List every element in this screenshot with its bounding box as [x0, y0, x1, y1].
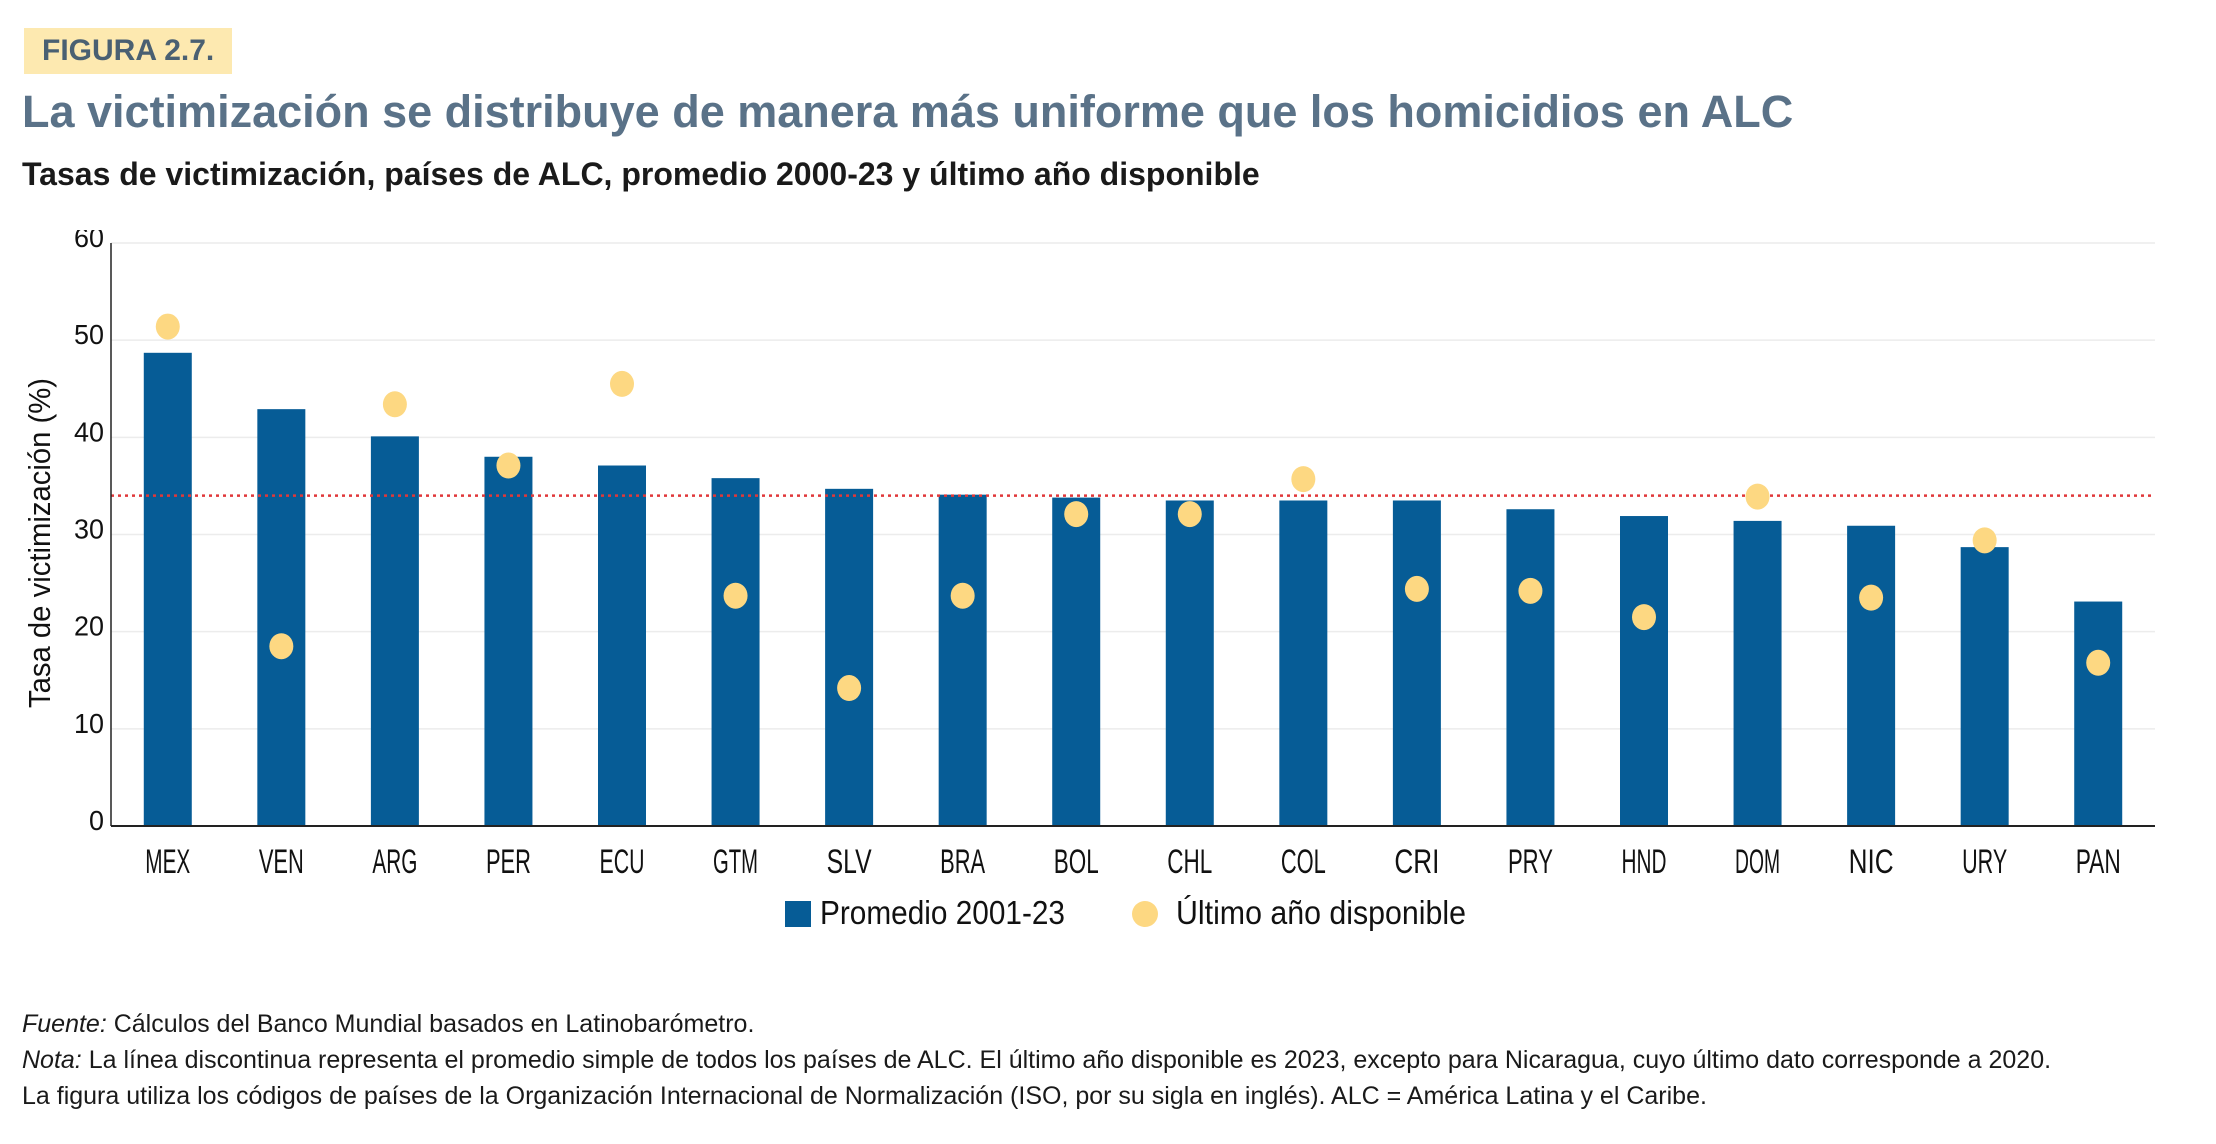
x-tick-label: DOM: [1735, 843, 1780, 881]
x-tick-label: URY: [1962, 843, 2007, 881]
x-tick-label: COL: [1281, 843, 1326, 881]
dot-hnd: [1632, 604, 1656, 631]
source-note: Fuente: Cálculos del Banco Mundial basad…: [22, 1006, 2051, 1042]
x-tick-label: SLV: [827, 843, 872, 881]
x-tick-label: PAN: [2076, 843, 2121, 881]
dot-pry: [1518, 577, 1543, 604]
x-tick-label: PER: [486, 843, 531, 881]
source-text: Cálculos del Banco Mundial basados en La…: [106, 1010, 755, 1038]
bar-mex: [143, 352, 192, 826]
legend-bar-label: Promedio 2001-23: [820, 894, 1065, 931]
note: Nota: La línea discontinua representa el…: [22, 1042, 2051, 1078]
x-tick-label: ARG: [372, 843, 417, 881]
bar-col: [1279, 500, 1328, 826]
bar-ury: [1960, 547, 2009, 826]
y-tick-label: 10: [74, 708, 104, 739]
x-tick-label: MEX: [145, 843, 190, 881]
x-tick-label: GTM: [713, 843, 758, 881]
dot-mex: [155, 313, 180, 340]
y-tick-label: 40: [74, 416, 104, 447]
bar-arg: [370, 436, 419, 826]
y-tick-label: 20: [74, 611, 104, 642]
dot-nic: [1859, 584, 1884, 611]
chart-title: La victimización se distribuye de manera…: [22, 86, 1794, 137]
legend-dot-swatch: [1132, 901, 1158, 927]
x-tick-label: CHL: [1167, 843, 1212, 881]
dot-gtm: [723, 582, 748, 609]
dot-bra: [950, 582, 975, 609]
x-tick-label: NIC: [1849, 843, 1894, 881]
bar-hnd: [1620, 516, 1668, 826]
dot-pan: [2086, 649, 2111, 676]
bar-gtm: [711, 478, 760, 826]
x-tick-label: HND: [1622, 843, 1667, 881]
bar-nic: [1847, 525, 1896, 826]
y-tick-labels: 0 10 20 30 40 50 60: [74, 230, 104, 836]
bar-cri: [1392, 500, 1441, 826]
source-label: Fuente:: [22, 1010, 107, 1038]
dot-per: [496, 452, 521, 479]
y-tick-label: 30: [74, 514, 104, 545]
y-axis-label: Tasa de victimización (%): [22, 378, 57, 708]
bar-ven: [257, 409, 306, 826]
y-tick-label: 60: [74, 230, 104, 253]
dot-ven: [269, 633, 294, 660]
dot-dom: [1745, 483, 1770, 510]
x-tick-label: ECU: [600, 843, 645, 881]
x-tick-label: PRY: [1508, 843, 1553, 881]
note-text: La línea discontinua representa el prome…: [81, 1046, 2052, 1074]
x-tick-labels: MEX VEN ARG PER ECU GTM SLV BRA BOL CHL COL CRI PRY H…: [145, 843, 2120, 881]
x-tick-label: VEN: [259, 843, 304, 881]
chart-subtitle: Tasas de victimización, países de ALC, p…: [22, 156, 1260, 192]
dot-ury: [1972, 527, 1997, 554]
bar-slv: [825, 488, 874, 826]
dot-arg: [382, 391, 407, 418]
dot-col: [1291, 466, 1316, 493]
gridlines: [111, 242, 2155, 730]
legend: Promedio 2001-23 Último año disponible: [785, 894, 1466, 931]
figure-label: FIGURA 2.7.: [24, 28, 233, 74]
legend-dot-label: Último año disponible: [1176, 894, 1466, 931]
dot-bol: [1064, 501, 1089, 528]
dots: [155, 313, 2111, 702]
bar-pry: [1506, 509, 1555, 826]
bar-per: [484, 456, 533, 826]
dot-cri: [1404, 575, 1429, 602]
bar-bra: [938, 494, 987, 826]
y-tick-label: 50: [74, 319, 104, 350]
bar-bol: [1052, 497, 1101, 826]
bars: [143, 352, 2123, 826]
dot-slv: [837, 675, 862, 702]
bar-ecu: [598, 465, 646, 826]
bar-chl: [1165, 500, 1214, 826]
footnotes: Fuente: Cálculos del Banco Mundial basad…: [22, 1006, 2051, 1114]
dot-ecu: [610, 370, 634, 397]
chart: 0 10 20 30 40 50 60 MEX VEN ARG PER ECU GTM SLV BRA BO…: [22, 230, 2155, 931]
dot-chl: [1177, 501, 1202, 528]
x-tick-label: BOL: [1054, 843, 1099, 881]
bar-dom: [1733, 520, 1782, 826]
x-tick-label: CRI: [1394, 843, 1439, 881]
bar-pan: [2074, 601, 2123, 826]
legend-bar-swatch: [785, 901, 811, 927]
note-line-2: La figura utiliza los códigos de países …: [22, 1082, 1707, 1110]
note-label: Nota:: [22, 1046, 82, 1074]
y-tick-label: 0: [89, 805, 104, 836]
x-tick-label: BRA: [940, 843, 985, 881]
